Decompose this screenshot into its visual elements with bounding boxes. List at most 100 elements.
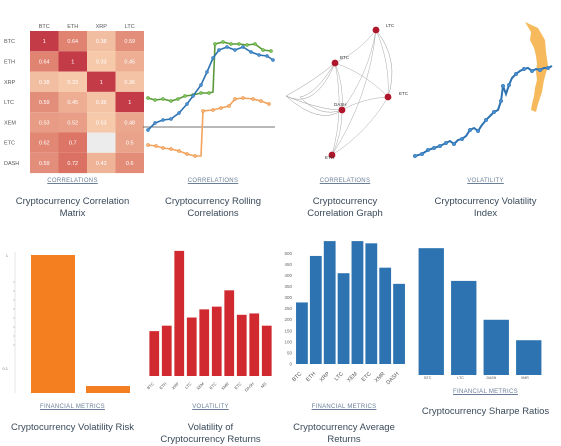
correlation-matrix-heatmap[interactable]: BTC ETH XRP LTC BTC 1 0.64 0.38 0.59 ETH 0.64 1 0.33… (0, 0, 145, 175)
card-correlation-graph[interactable]: LTC BTC DASH ETC ETH CORRELATIONS Cryptocurr… (280, 0, 410, 225)
y-tick-label: 300 (284, 295, 292, 300)
x-tick-label: XRP (171, 381, 181, 391)
heatmap-cell-label: 0.7 (69, 141, 77, 147)
heatmap-cell (30, 112, 59, 133)
bar (261, 325, 272, 376)
card-title[interactable]: Cryptocurrency Sharpe Ratios (421, 406, 550, 417)
heatmap-cell-label: 0.45 (124, 59, 135, 65)
sharpe-ratios-bar-chart[interactable]: BTC LTC DASH XMR (410, 240, 561, 385)
heatmap-cell-label: 0.33 (96, 59, 107, 65)
heatmap-column-label: LTC (125, 24, 135, 30)
graph-edge (334, 29, 377, 64)
graph-edge (334, 62, 389, 98)
card-title[interactable]: Cryptocurrency Correlation Matrix (15, 196, 130, 219)
card-sharpe-ratios[interactable]: BTC LTC DASH XMR FINANCIAL METRICS Cryptocu… (410, 240, 561, 445)
heatmap-row-label: ETC (4, 141, 15, 147)
x-tick-label: XMR (220, 381, 230, 391)
heatmap-cell-label: 0.59 (39, 161, 50, 167)
heatmap-cell (30, 132, 59, 153)
card-title[interactable]: Volatility of Cryptocurrency Returns (160, 422, 261, 445)
graph-node-label: DASH (334, 102, 347, 107)
card-title[interactable]: Cryptocurrency Average Returns (293, 422, 395, 445)
y-tick-label: 200 (284, 317, 292, 322)
rolling-correlations-line-chart[interactable] (143, 0, 283, 175)
card-tag[interactable]: FINANCIAL METRICS (453, 389, 518, 395)
card-title[interactable]: Cryptocurrency Volatility Index (434, 196, 537, 219)
card-correlation-matrix[interactable]: BTC ETH XRP LTC BTC 1 0.64 0.38 0.59 ETH 0.64 1 0.33… (0, 0, 145, 225)
heatmap-cell (115, 132, 144, 153)
heatmap-cell (87, 112, 116, 133)
heatmap-cell (30, 71, 59, 92)
heatmap-cell-label: 0.53 (39, 120, 50, 126)
volatility-returns-bar-chart[interactable]: BTC ETH XRP LTC XEM ETC XMR ETC DASH MS (143, 240, 278, 400)
graph-node (384, 93, 392, 101)
x-tick-label: XMR (521, 376, 529, 380)
bar (365, 243, 378, 364)
bar (323, 241, 336, 364)
bar (199, 309, 210, 376)
card-rolling-correlations[interactable]: CORRELATIONS Cryptocurrency Rolling Corr… (143, 0, 283, 225)
bar (161, 325, 172, 376)
heatmap-cell (58, 51, 87, 72)
heatmap-cell-label: 0.36 (96, 100, 107, 106)
bar (249, 313, 260, 376)
bar (309, 255, 322, 364)
card-tag[interactable]: VOLATILITY (192, 404, 229, 410)
volatility-index-line-chart[interactable] (410, 0, 561, 175)
x-tick-label: ETH (158, 381, 167, 390)
graph-edge (334, 62, 343, 111)
card-tag[interactable]: FINANCIAL METRICS (311, 404, 377, 410)
card-tag[interactable]: CORRELATIONS (319, 178, 371, 184)
heatmap-cell (58, 91, 87, 113)
card-title[interactable]: Cryptocurrency Rolling Correlations (164, 196, 262, 219)
y-tick-label: 0 (289, 362, 292, 367)
heatmap-cell-label: 0.53 (96, 120, 107, 126)
heatmap-cell-label: 0.38 (39, 80, 50, 86)
x-tick-label: BTC (146, 381, 155, 390)
heatmap-cell (30, 51, 59, 72)
card-tag[interactable]: CORRELATIONS (187, 178, 239, 184)
bar (224, 290, 235, 376)
y-tick-label: 250 (284, 306, 292, 311)
heatmap-row-label: XEM (4, 120, 16, 126)
heatmap-cell (58, 112, 87, 133)
x-tick-label: XRP (319, 371, 331, 383)
graph-node (338, 106, 346, 114)
y-tick-label: 150 (284, 328, 292, 333)
heatmap-cell-label: 0.52 (67, 120, 78, 126)
x-tick-label: XEM (346, 371, 359, 384)
card-title[interactable]: Cryptocurrency Correlation Graph (307, 196, 383, 219)
heatmap-cell-label: 0.72 (67, 161, 78, 167)
heatmap-cell (87, 152, 116, 174)
volatility-risk-bar-chart[interactable]: 10.1 (0, 240, 145, 400)
heatmap-cell-label: 1 (71, 59, 74, 65)
card-tag[interactable]: VOLATILITY (467, 178, 504, 184)
graph-edge (341, 96, 389, 111)
graph-edge (285, 62, 336, 100)
average-returns-bar-chart[interactable]: 0 50 100 150 200 250 300 350 400 450 500 BTC ETH XRP L… (278, 240, 410, 400)
graph-edge (285, 62, 336, 97)
graph-edge (299, 96, 343, 113)
card-volatility-index[interactable]: VOLATILITY Cryptocurrency Volatility Ind… (410, 0, 561, 225)
graph-edge (331, 109, 343, 156)
card-average-returns[interactable]: 0 50 100 150 200 250 300 350 400 450 500 BTC ETH XRP L… (278, 240, 410, 445)
y-tick-label: 50 (287, 350, 293, 355)
card-tag[interactable]: FINANCIAL METRICS (40, 404, 105, 410)
heatmap-cell (58, 152, 87, 174)
bar (174, 250, 185, 376)
card-volatility-risk[interactable]: 1 0.1 FINANCIAL METRICS Cryptocurrency Vo… (0, 240, 145, 445)
heatmap-cell-label: 1 (43, 39, 46, 45)
x-tick-label: LTC (184, 381, 193, 390)
card-volatility-returns[interactable]: BTC ETH XRP LTC XEM ETC XMR ETC DASH MS VOLATILIT… (143, 240, 278, 445)
x-tick-label: DASH (244, 381, 255, 392)
bar (483, 319, 509, 375)
x-tick-label: LTC (457, 376, 464, 380)
y-tick-label: 100 (284, 339, 292, 344)
heatmap-row-label: XRP (4, 80, 16, 86)
heatmap-cell (115, 51, 144, 72)
card-title[interactable]: Cryptocurrency Volatility Risk (10, 422, 134, 433)
card-tag[interactable]: CORRELATIONS (47, 178, 98, 184)
heatmap-column-label: BTC (39, 24, 50, 30)
correlation-network-graph[interactable]: LTC BTC DASH ETC ETH (280, 0, 410, 175)
heatmap-cell (58, 132, 87, 153)
